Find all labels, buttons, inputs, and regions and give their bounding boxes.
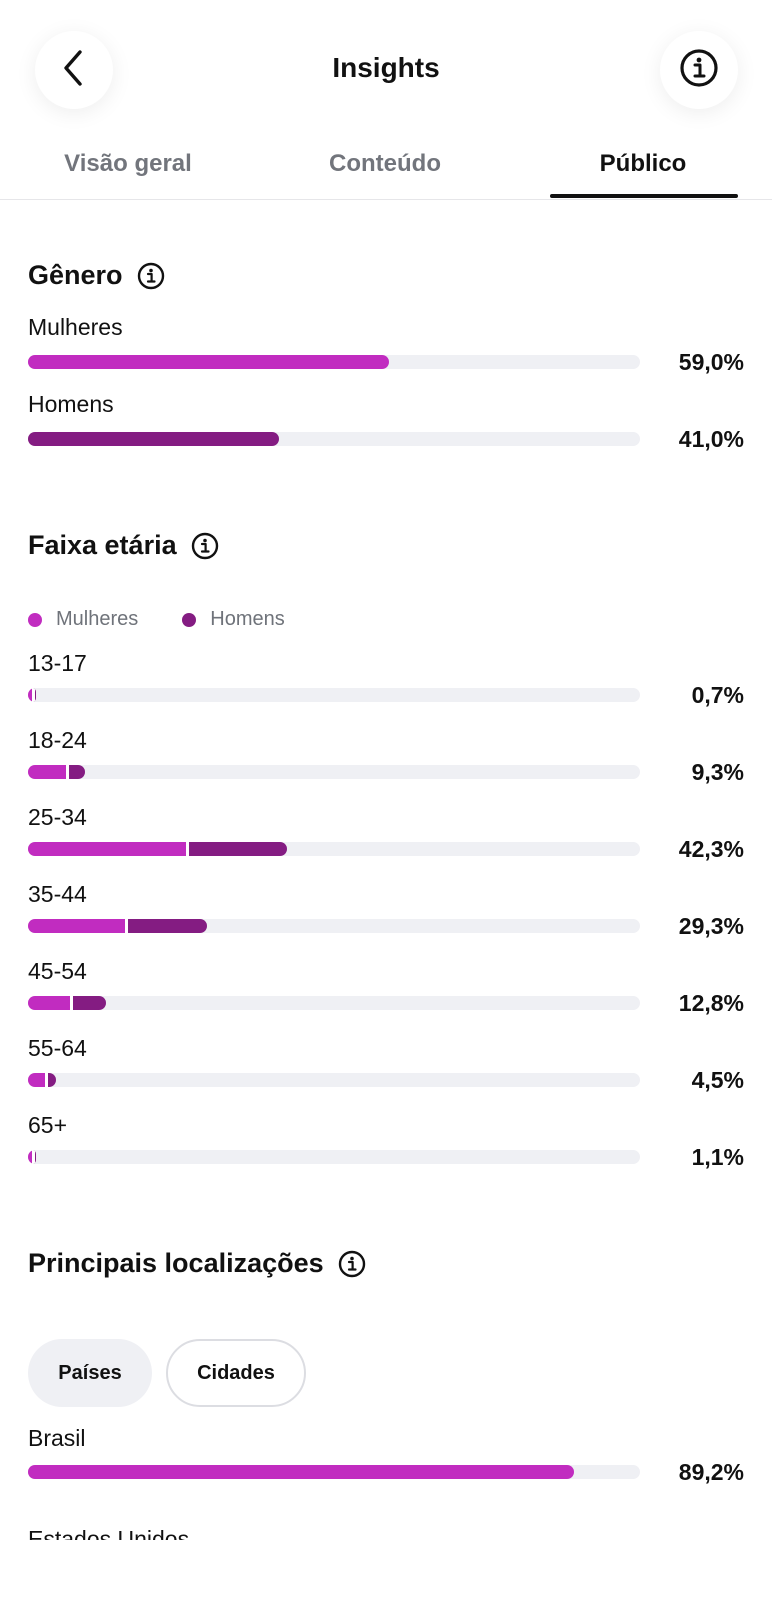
age-bar-track	[28, 688, 640, 702]
age-label: 65+	[28, 1112, 68, 1138]
age-bar-men	[125, 919, 208, 933]
location-label-brasil: Brasil	[28, 1425, 86, 1451]
age-value: 4,5%	[691, 1067, 744, 1093]
location-value-brasil: 89,2%	[678, 1459, 744, 1485]
age-bar-men	[32, 1150, 36, 1164]
age-label: 25-34	[28, 804, 87, 830]
age-bar-men	[70, 996, 107, 1010]
age-bar-track	[28, 1073, 640, 1087]
age-value: 29,3%	[678, 913, 744, 939]
age-label: 55-64	[28, 1035, 87, 1061]
age-bar-women	[28, 688, 32, 702]
age-value: 9,3%	[691, 759, 744, 785]
age-legend: Mulheres Homens	[28, 608, 329, 631]
legend-item-women: Mulheres	[28, 608, 138, 631]
location-bar-track	[28, 1465, 640, 1479]
age-bar-track	[28, 765, 640, 779]
locations-title: Principais localizações	[28, 1248, 324, 1278]
age-bar-women	[28, 1073, 45, 1087]
header: Insights Visão geral Conteúdo Público	[0, 0, 772, 200]
age-bar-track	[28, 919, 640, 933]
location-bar-brasil	[28, 1465, 574, 1479]
age-label: 18-24	[28, 727, 87, 753]
info-icon	[679, 48, 719, 93]
age-bar-women	[28, 1150, 32, 1164]
tab-publico[interactable]: Público	[599, 150, 687, 177]
location-label-next: Estados Unidos	[28, 1526, 190, 1540]
legend-item-men: Homens	[182, 608, 285, 631]
filter-paises-button[interactable]: Países	[28, 1339, 152, 1407]
age-label: 35-44	[28, 881, 87, 907]
gender-value-men: 41,0%	[678, 426, 744, 452]
gender-title: Gênero	[28, 260, 123, 290]
age-bar-women	[28, 765, 66, 779]
age-bar-men	[45, 1073, 56, 1087]
back-button[interactable]	[35, 31, 113, 109]
age-value: 0,7%	[691, 682, 744, 708]
age-bar-track	[28, 842, 640, 856]
legend-label-men: Homens	[210, 608, 285, 630]
info-button[interactable]	[660, 31, 738, 109]
age-bar-men	[32, 688, 36, 702]
locations-section-title: Principais localizações	[28, 1248, 366, 1279]
age-title: Faixa etária	[28, 530, 177, 560]
gender-bar-track	[28, 355, 640, 369]
gender-bar-men	[28, 432, 279, 446]
gender-label-women: Mulheres	[28, 314, 123, 340]
gender-section-title: Gênero	[28, 260, 165, 291]
gender-bar-women	[28, 355, 389, 369]
age-bar-men	[66, 765, 85, 779]
info-icon[interactable]	[191, 532, 219, 560]
info-icon[interactable]	[338, 1250, 366, 1278]
age-bar-track	[28, 996, 640, 1010]
gender-bar-track	[28, 432, 640, 446]
age-bar-track	[28, 1150, 640, 1164]
age-label: 45-54	[28, 958, 87, 984]
gender-label-men: Homens	[28, 391, 114, 417]
chevron-left-icon	[59, 48, 89, 93]
age-bar-women	[28, 842, 186, 856]
age-value: 12,8%	[678, 990, 744, 1016]
active-tab-indicator	[550, 194, 738, 198]
legend-dot-men	[182, 612, 197, 627]
tab-visao-geral[interactable]: Visão geral	[64, 150, 192, 177]
age-bar-women	[28, 919, 125, 933]
tab-bar: Visão geral Conteúdo Público	[0, 138, 772, 200]
tab-conteudo[interactable]: Conteúdo	[329, 150, 441, 177]
age-value: 42,3%	[678, 836, 744, 862]
age-value: 1,1%	[691, 1144, 744, 1170]
age-label: 13-17	[28, 650, 87, 676]
age-bar-men	[186, 842, 287, 856]
legend-dot-women	[28, 612, 42, 627]
legend-label-women: Mulheres	[56, 608, 139, 630]
age-bar-women	[28, 996, 70, 1010]
gender-value-women: 59,0%	[678, 349, 744, 375]
info-icon[interactable]	[137, 262, 165, 290]
filter-cidades-button[interactable]: Cidades	[166, 1339, 306, 1407]
age-section-title: Faixa etária	[28, 530, 219, 561]
page-title: Insights	[332, 52, 440, 83]
